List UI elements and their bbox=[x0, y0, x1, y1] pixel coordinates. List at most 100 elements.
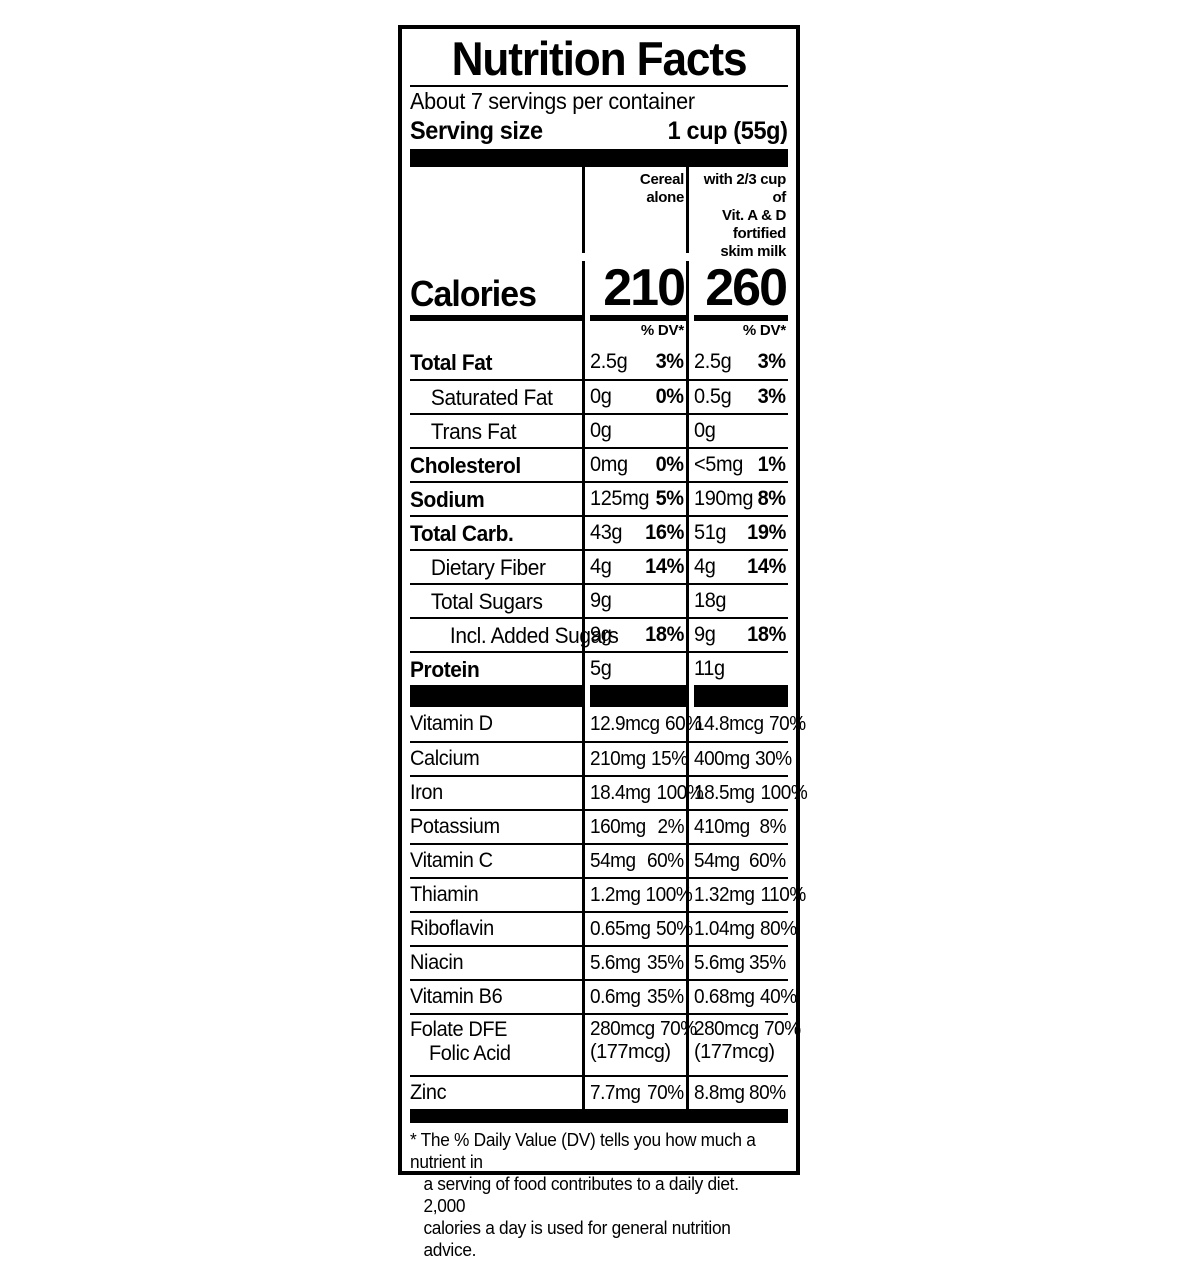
dv-header-spacer bbox=[410, 321, 582, 345]
vitamin-amount-milk: 0.68mg bbox=[694, 985, 755, 1008]
nutrient-amount-milk: 18g bbox=[694, 589, 727, 612]
vitamin-name-cell: Iron bbox=[410, 775, 582, 809]
calories-value-cereal-cell: 210 bbox=[582, 261, 686, 315]
nutrient-amount-milk: 190mg bbox=[694, 487, 754, 510]
folic-acid-amount-milk: (177mcg) bbox=[694, 1041, 775, 1063]
vitamin-name: Iron bbox=[410, 781, 443, 804]
nutrient-row: Total Sugars 9g 18g bbox=[410, 583, 788, 617]
vitamin-dv-cereal: 70% bbox=[647, 1081, 685, 1104]
vitamin-name: Vitamin D bbox=[410, 712, 493, 735]
vitamin-cereal-cell: 160mg 2% bbox=[582, 809, 686, 843]
vitamin-amount-milk: 18.5mg bbox=[694, 781, 755, 804]
nutrient-cereal-cell: 0g 0% bbox=[582, 379, 686, 413]
nutrient-milk-cell: 9g 18% bbox=[686, 617, 788, 651]
nutrient-amount-milk: 4g bbox=[694, 555, 716, 578]
nutrient-row: Dietary Fiber 4g 14% 4g 14% bbox=[410, 549, 788, 583]
nutrient-dv-milk: 18% bbox=[747, 623, 787, 646]
nutrient-amount-cereal: 9g bbox=[590, 623, 612, 646]
vitamin-name-cell: Zinc bbox=[410, 1075, 582, 1109]
vitamin-row: Riboflavin 0.65mg 50% 1.04mg 80% bbox=[410, 911, 797, 945]
vitamin-row: Niacin 5.6mg 35% 5.6mg 35% bbox=[410, 945, 788, 979]
vitamin-cereal-cell: 18.4mg 100% bbox=[582, 775, 703, 809]
dv-header-milk: % DV* bbox=[742, 322, 786, 339]
nutrient-amount-cereal: 2.5g bbox=[590, 350, 628, 373]
folate-name-line2: Folic Acid bbox=[429, 1042, 511, 1065]
vitamin-amount-cereal: 160mg bbox=[590, 815, 646, 838]
vitamin-cereal-cell: 7.7mg 70% bbox=[582, 1075, 686, 1109]
nutrient-cereal-cell: 9g bbox=[582, 583, 686, 617]
nutrient-milk-cell: 4g 14% bbox=[686, 549, 788, 583]
nutrient-dv-milk: 14% bbox=[747, 555, 787, 578]
serving-size-label: Serving size bbox=[410, 117, 543, 145]
vitamin-dv-cereal: 15% bbox=[650, 747, 688, 770]
nutrient-milk-cell: 11g bbox=[686, 651, 788, 685]
vitamin-amount-cereal: 0.6mg bbox=[590, 985, 641, 1008]
vitamin-amount-milk: 1.04mg bbox=[694, 917, 755, 940]
nutrition-facts-panel: Nutrition Facts About 7 servings per con… bbox=[398, 25, 807, 1260]
folate-name-line1: Folate DFE bbox=[410, 1018, 508, 1041]
vitamin-dv-cereal: 60% bbox=[665, 712, 702, 735]
nutrient-name-cell: Cholesterol bbox=[410, 447, 582, 481]
nutrient-dv-milk: 1% bbox=[758, 453, 787, 476]
nutrient-name: Saturated Fat bbox=[430, 384, 553, 410]
vitamin-cereal-cell: 54mg 60% bbox=[582, 843, 686, 877]
nutrient-name-cell: Total Fat bbox=[410, 345, 582, 379]
vitamin-name-cell: Potassium bbox=[410, 809, 582, 843]
vitamin-row: Calcium 210mg 15% 400mg 30% bbox=[410, 741, 792, 775]
nutrient-row: Total Carb. 43g 16% 51g 19% bbox=[410, 515, 788, 549]
vitamin-amount-milk: 54mg bbox=[694, 849, 740, 872]
nutrient-dv-cereal: 0% bbox=[656, 453, 685, 476]
footnote: * The % Daily Value (DV) tells you how m… bbox=[410, 1123, 773, 1261]
vitamin-amount-milk: 8.8mg bbox=[694, 1081, 745, 1104]
vitamin-dv-milk: 70% bbox=[769, 712, 806, 735]
nutrient-dv-milk: 3% bbox=[758, 350, 787, 373]
vitamin-amount-cereal: 1.2mg bbox=[590, 883, 641, 906]
nutrient-milk-cell: 190mg 8% bbox=[686, 481, 788, 515]
nutrient-milk-cell: 51g 19% bbox=[686, 515, 788, 549]
vitamins-separator-bar bbox=[410, 685, 788, 707]
calories-value-milk: 260 bbox=[705, 259, 788, 317]
vitamin-dv-cereal: 100% bbox=[656, 781, 703, 804]
nutrient-row: Saturated Fat 0g 0% 0.5g 3% bbox=[410, 379, 788, 413]
nutrient-row: Incl. Added Sugars 9g 18% 9g 18% bbox=[410, 617, 788, 651]
nutrient-amount-milk: 0.5g bbox=[694, 385, 732, 408]
vitamin-row: Vitamin C 54mg 60% 54mg 60% bbox=[410, 843, 788, 877]
nutrient-row: Trans Fat 0g 0g bbox=[410, 413, 788, 447]
col-b-head-line2: Vit. A & D fortified bbox=[722, 207, 786, 242]
page-title: Nutrition Facts bbox=[451, 32, 748, 85]
vitamin-dv-cereal: 60% bbox=[647, 849, 685, 872]
folate-amount-cereal: 280mcg bbox=[590, 1018, 655, 1040]
footnote-line-2: a serving of food contributes to a daily… bbox=[423, 1174, 739, 1216]
nutrient-cereal-cell: 0mg 0% bbox=[582, 447, 686, 481]
vitamin-dv-cereal: 2% bbox=[657, 815, 685, 838]
calories-label: Calories bbox=[410, 273, 537, 314]
vitamin-milk-cell: 14.8mcg 70% bbox=[686, 707, 806, 741]
nutrient-dv-cereal: 18% bbox=[645, 623, 685, 646]
vitamin-milk-cell: 54mg 60% bbox=[686, 843, 788, 877]
nutrient-name: Dietary Fiber bbox=[430, 554, 546, 580]
nutrient-name: Total Sugars bbox=[430, 588, 543, 614]
nutrient-cereal-cell: 0g bbox=[582, 413, 686, 447]
vitamin-milk-cell: 0.68mg 40% bbox=[686, 979, 797, 1013]
vitamin-name-cell: Vitamin B6 bbox=[410, 979, 582, 1013]
vitamins-separator-milk bbox=[686, 685, 788, 707]
nutrient-name-cell: Total Carb. bbox=[410, 515, 582, 549]
nutrient-dv-cereal: 5% bbox=[656, 487, 685, 510]
nutrient-name: Incl. Added Sugars bbox=[449, 622, 619, 648]
nutrient-cereal-cell: 5g bbox=[582, 651, 686, 685]
vitamin-amount-milk: 5.6mg bbox=[694, 951, 745, 974]
vitamin-amount-cereal: 210mg bbox=[590, 747, 646, 770]
vitamin-amount-cereal: 54mg bbox=[590, 849, 636, 872]
vitamin-cereal-cell: 5.6mg 35% bbox=[582, 945, 686, 979]
vitamin-dv-milk: 8% bbox=[759, 815, 787, 838]
title-divider bbox=[410, 85, 788, 87]
nutrient-cereal-cell: 2.5g 3% bbox=[582, 345, 686, 379]
vitamin-name-cell: Thiamin bbox=[410, 877, 582, 911]
nutrient-milk-cell: 0g bbox=[686, 413, 788, 447]
dv-header-row: % DV* % DV* bbox=[410, 321, 788, 345]
nutrient-name-cell: Trans Fat bbox=[410, 413, 582, 447]
nutrient-amount-milk: 0g bbox=[694, 419, 716, 442]
vitamin-dv-cereal: 35% bbox=[647, 985, 685, 1008]
footnote-line-3: calories a day is used for general nutri… bbox=[423, 1218, 731, 1260]
calories-divider-milk bbox=[686, 315, 788, 321]
